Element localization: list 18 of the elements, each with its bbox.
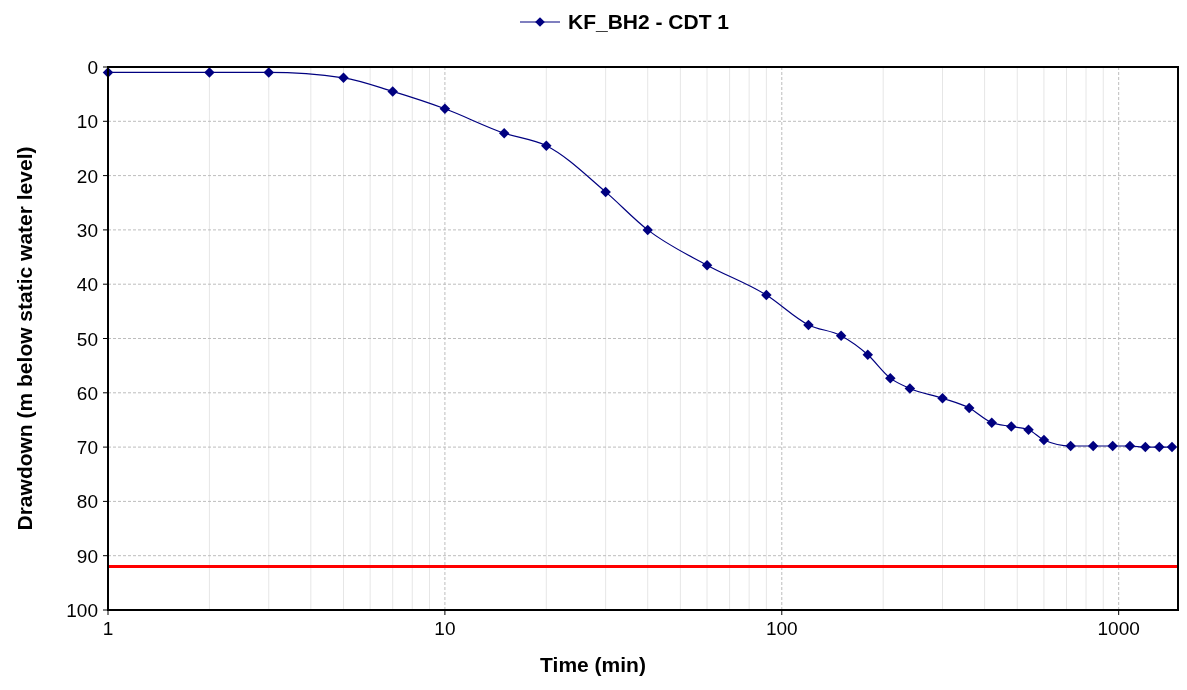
x-tick-label: 1000 [1097, 618, 1140, 639]
y-tick-label: 20 [76, 165, 98, 187]
y-axis-title: Drawdown (m below static water level) [13, 146, 36, 531]
y-tick-label: 50 [76, 328, 98, 350]
y-tick-label: 40 [76, 274, 98, 296]
y-tick-label: 70 [76, 437, 98, 459]
x-tick-label: 10 [434, 618, 456, 639]
x-tick-label: 1 [102, 618, 114, 639]
y-tick-label: 90 [76, 545, 98, 567]
y-tick-label: 0 [87, 57, 98, 78]
y-tick-label: 60 [76, 382, 98, 404]
x-axis-title: Time (min) [540, 653, 646, 676]
legend-label: KF_BH2 - CDT 1 [568, 10, 730, 33]
y-tick-label: 30 [76, 219, 98, 241]
y-tick-label: 10 [76, 111, 98, 133]
y-tick-label: 80 [76, 491, 98, 513]
x-tick-label: 100 [765, 618, 798, 639]
y-tick-label: 100 [66, 600, 98, 621]
